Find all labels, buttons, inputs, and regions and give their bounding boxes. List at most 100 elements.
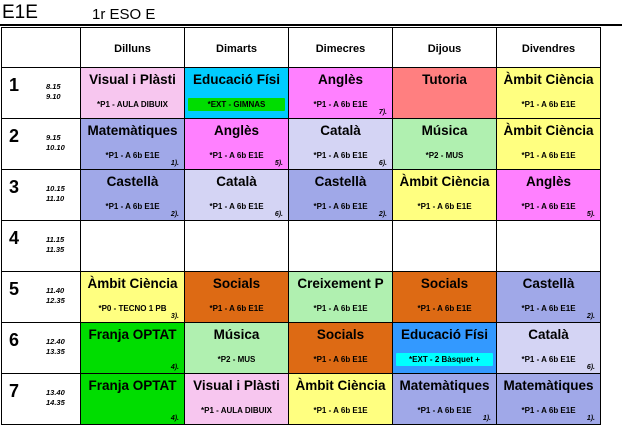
room-group-label: *EXT - GIMNAS <box>188 98 285 111</box>
subject-name: Franja OPTAT <box>88 327 177 342</box>
timetable-cell: Visual i Plàsti *P1 - AULA DIBUIX <box>184 373 289 425</box>
footnote-ref: 2). <box>586 313 595 320</box>
timetable: Dilluns Dimarts Dimecres Dijous Divendre… <box>1 27 601 425</box>
timetable-cell: Educació Físi *EXT - GIMNAS <box>184 67 289 119</box>
room-group-label: *P1 - A 6b E1E <box>313 406 368 415</box>
timetable-cell: Educació Físi *EXT - 2 Bàsquet + <box>392 322 497 374</box>
day-header: Dimecres <box>288 27 393 68</box>
room-group-label: *P1 - A 6b E1E <box>417 202 472 211</box>
timetable-cell: Música *P2 - MUS <box>392 118 497 170</box>
room-group-label: *P1 - A 6b E1E <box>521 406 576 415</box>
subject-name: Català <box>528 327 569 342</box>
room-group-label: *P1 - A 6b E1E <box>313 202 368 211</box>
room-group-label: *P1 - A 6b E1E <box>521 304 576 313</box>
footnote-ref: 3). <box>170 313 179 320</box>
period-end-time: 9.10 <box>46 92 61 101</box>
timetable-cell: Creixement P *P1 - A 6b E1E <box>288 271 393 323</box>
timetable-cell <box>288 220 393 272</box>
period-start-time: 11.40 <box>46 286 65 295</box>
footnote-ref: 1). <box>586 415 595 422</box>
period-end-time: 10.10 <box>46 143 65 152</box>
period-number: 1 <box>9 75 20 95</box>
footnote-ref: 2). <box>378 211 387 218</box>
period-start-time: 13.40 <box>46 388 65 397</box>
room-group-label: *P1 - A 6b E1E <box>521 100 576 109</box>
period-header: 3 10.15 11.10 <box>1 169 81 221</box>
period-row: 1 8.15 9.10 Visual i Plàsti *P1 - AULA DIBUI… <box>1 67 601 119</box>
timetable-cell: Matemàtiques *P1 - A 6b E1E 1). <box>392 373 497 425</box>
timetable-cell: Català *P1 - A 6b E1E 6). <box>288 118 393 170</box>
timetable-cell: Castellà *P1 - A 6b E1E 2). <box>496 271 601 323</box>
room-group-label: *P1 - A 6b E1E <box>209 304 264 313</box>
day-label: Dijous <box>427 42 462 55</box>
period-end-time: 12.35 <box>46 296 65 305</box>
room-group-label: *P1 - A 6b E1E <box>417 406 472 415</box>
period-row: 5 11.40 12.35 Àmbit Ciència *P0 - TECNO 1 PB… <box>1 271 601 323</box>
period-header: 6 12.40 13.35 <box>1 322 81 374</box>
room-group-label: *P1 - AULA DIBUIX <box>201 406 272 415</box>
subject-name: Socials <box>212 276 261 291</box>
subject-name: Àmbit Ciència <box>503 123 594 138</box>
subject-name: Anglès <box>525 174 571 189</box>
day-label: Dimecres <box>315 42 366 55</box>
room-group-label: *P1 - A 6b E1E <box>313 100 368 109</box>
subject-name: Matemàtiques <box>503 378 594 393</box>
period-row: 6 12.40 13.35 Franja OPTAT 4). Música *P2 - MU… <box>1 322 601 374</box>
room-group-label: *P1 - AULA DIBUIX <box>97 100 168 109</box>
period-start-time: 9.15 <box>46 133 61 142</box>
room-group-label: *P2 - MUS <box>217 355 256 364</box>
footnote-ref: 6). <box>274 211 283 218</box>
class-subtitle: 1r ESO E <box>92 6 156 23</box>
timetable-cell: Matemàtiques *P1 - A 6b E1E 1). <box>496 373 601 425</box>
subject-name: Visual i Plàsti <box>193 378 280 393</box>
room-group-label: *P1 - A 6b E1E <box>105 202 160 211</box>
timetable-cell: Àmbit Ciència *P1 - A 6b E1E <box>496 118 601 170</box>
subject-name: Matemàtiques <box>399 378 490 393</box>
footnote-ref: 1). <box>170 160 179 167</box>
timetable-cell: Àmbit Ciència *P0 - TECNO 1 PB 3). <box>80 271 185 323</box>
footnote-ref: 4). <box>170 364 179 371</box>
subject-name: Castellà <box>314 174 367 189</box>
timetable-cell <box>80 220 185 272</box>
subject-name: Català <box>320 123 361 138</box>
timetable-cell: Anglès *P1 - A 6b E1E 5). <box>184 118 289 170</box>
subject-name: Música <box>213 327 260 342</box>
timetable-cell: Àmbit Ciència *P1 - A 6b E1E <box>288 373 393 425</box>
subject-name: Franja OPTAT <box>88 378 177 393</box>
timetable-cell: Visual i Plàsti *P1 - AULA DIBUIX <box>80 67 185 119</box>
period-row: 7 13.40 14.35 Franja OPTAT 4). Visual i Plàst… <box>1 373 601 425</box>
subject-name: Socials <box>420 276 469 291</box>
period-start-time: 8.15 <box>46 82 61 91</box>
period-end-time: 14.35 <box>46 398 65 407</box>
period-start-time: 11.15 <box>46 235 65 244</box>
footnote-ref: 5). <box>586 211 595 218</box>
day-label: Dimarts <box>216 42 257 55</box>
timetable-cell: Socials *P1 - A 6b E1E <box>392 271 497 323</box>
room-group-label: *P1 - A 6b E1E <box>209 202 264 211</box>
period-header: 5 11.40 12.35 <box>1 271 81 323</box>
period-header: 7 13.40 14.35 <box>1 373 81 425</box>
footnote-ref: 6). <box>378 160 387 167</box>
timetable-cell: Castellà *P1 - A 6b E1E 2). <box>80 169 185 221</box>
room-group-label: *P1 - A 6b E1E <box>313 355 368 364</box>
subject-name: Música <box>421 123 468 138</box>
timetable-cell: Tutoria <box>392 67 497 119</box>
footnote-ref: 6). <box>586 364 595 371</box>
subject-name: Educació Físi <box>400 327 489 342</box>
subject-name: Àmbit Ciència <box>399 174 490 189</box>
timetable-cell: Socials *P1 - A 6b E1E <box>288 322 393 374</box>
room-group-label: *P2 - MUS <box>425 151 464 160</box>
period-end-time: 11.10 <box>46 194 65 203</box>
timetable-cell: Castellà *P1 - A 6b E1E 2). <box>288 169 393 221</box>
timetable-cell: Àmbit Ciència *P1 - A 6b E1E <box>392 169 497 221</box>
period-start-time: 10.15 <box>46 184 65 193</box>
footnote-ref: 1). <box>482 415 491 422</box>
subject-name: Educació Físi <box>192 72 281 87</box>
timetable-cell <box>496 220 601 272</box>
subject-name: Àmbit Ciència <box>503 72 594 87</box>
room-group-label: *P1 - A 6b E1E <box>417 304 472 313</box>
subject-name: Català <box>216 174 257 189</box>
room-group-label: *P0 - TECNO 1 PB <box>98 304 167 313</box>
day-label: Dilluns <box>114 42 151 55</box>
timetable-cell: Anglès *P1 - A 6b E1E 7). <box>288 67 393 119</box>
